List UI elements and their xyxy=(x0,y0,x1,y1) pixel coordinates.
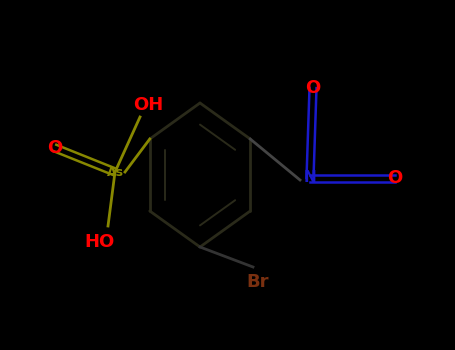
Text: O: O xyxy=(47,139,63,157)
Text: O: O xyxy=(305,79,321,97)
Text: OH: OH xyxy=(133,96,163,114)
Text: As: As xyxy=(106,166,123,178)
Text: O: O xyxy=(387,169,403,187)
Text: Br: Br xyxy=(247,273,269,291)
Text: N: N xyxy=(303,170,316,186)
Text: HO: HO xyxy=(85,233,115,251)
